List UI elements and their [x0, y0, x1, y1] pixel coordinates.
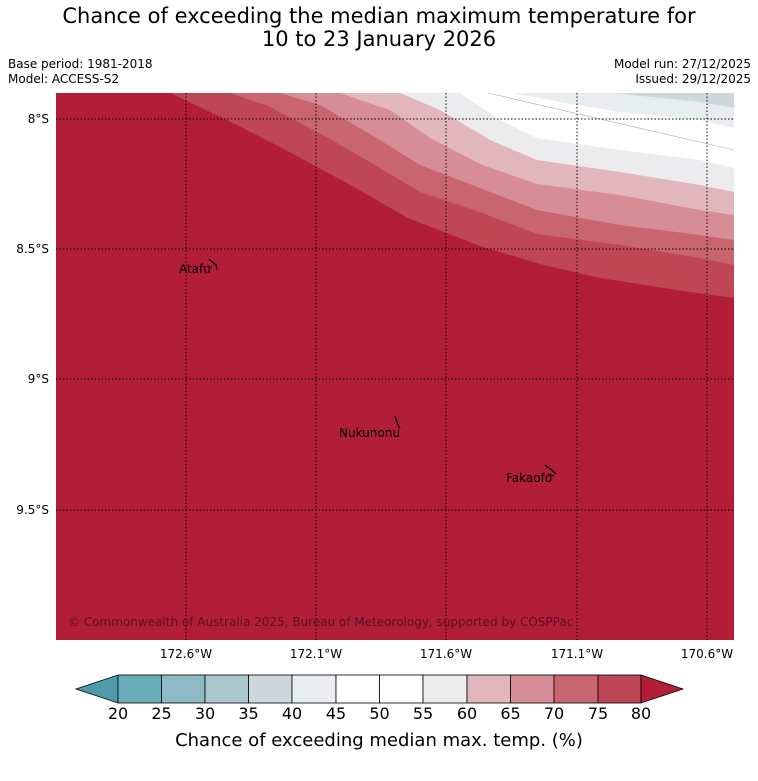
nukunonu-coastline: [394, 415, 401, 430]
colorbar-tick: 75: [587, 704, 609, 723]
colorbar-seg-35-40: [248, 674, 293, 704]
band-45-50: [512, 93, 734, 128]
lat-label-9-5s: 9.5°S: [16, 503, 49, 517]
colorbar-tick: 30: [194, 704, 216, 723]
colorbar-tick: 45: [325, 704, 347, 723]
map-title: Chance of exceeding the median maximum t…: [0, 5, 758, 51]
model-name: Model: ACCESS-S2: [8, 72, 120, 86]
lat-label-8-5s: 8.5°S: [16, 242, 49, 256]
lon-label-172-1w: 172.1°W: [289, 647, 343, 661]
lat-label-8s: 8°S: [27, 112, 49, 126]
place-label-atafu: Atafu: [179, 262, 211, 276]
colorbar-tick: 55: [412, 704, 434, 723]
colorbar-seg-30-35: [204, 674, 249, 704]
colorbar-tick: 50: [369, 704, 390, 723]
lon-label-170-6w: 170.6°W: [680, 647, 734, 661]
colorbar-seg-70-75: [553, 674, 599, 704]
colorbar-under-arrow: [74, 674, 119, 704]
colorbar-tick: 65: [500, 704, 521, 723]
colorbar: [74, 674, 685, 704]
contour-line: [487, 92, 735, 151]
title-line-1: Chance of exceeding the median maximum t…: [62, 4, 696, 28]
colorbar-tick: 25: [151, 704, 172, 723]
colorbar-seg-45-50: [335, 674, 380, 704]
lat-label-9s: 9°S: [27, 372, 49, 386]
lon-label-171-1w: 171.1°W: [550, 647, 604, 661]
colorbar-over-arrow: [640, 674, 685, 704]
lon-label-171-6w: 171.6°W: [419, 647, 473, 661]
place-label-nukunonu: Nukunonu: [339, 426, 400, 440]
colorbar-seg-65-70: [510, 674, 555, 704]
colorbar-seg-25-30: [161, 674, 206, 704]
colorbar-tick: 20: [107, 704, 129, 723]
colorbar-tick: 80: [630, 704, 652, 723]
colorbar-seg-55-60: [422, 674, 468, 704]
colorbar-tick: 40: [281, 704, 303, 723]
colorbar-seg-40-45: [291, 674, 337, 704]
colorbar-tick: 60: [456, 704, 478, 723]
meta-left: Base period: 1981-2018 Model: ACCESS-S2: [8, 57, 153, 87]
copyright-notice: © Commonwealth of Australia 2025, Bureau…: [68, 615, 574, 629]
colorbar-tick: 35: [238, 704, 259, 723]
colorbar-seg-50-55: [379, 674, 424, 704]
colorbar-seg-60-65: [466, 674, 511, 704]
meta-right: Model run: 27/12/2025 Issued: 29/12/2025: [614, 57, 751, 87]
colorbar-tick: 70: [543, 704, 565, 723]
atafu-coastline: [206, 258, 218, 271]
title-line-2: 10 to 23 January 2026: [261, 27, 497, 51]
place-label-fakaofo: Fakaofo: [506, 471, 553, 485]
colorbar-seg-75-80: [597, 674, 642, 704]
base-period: Base period: 1981-2018: [8, 57, 153, 71]
grid-lines: [56, 93, 734, 640]
band-40-45: [614, 93, 734, 108]
colorbar-seg-20-25: [117, 674, 162, 704]
issued-date: Issued: 29/12/2025: [635, 72, 751, 86]
model-run: Model run: 27/12/2025: [613, 57, 751, 71]
colorbar-title: Chance of exceeding median max. temp. (%…: [175, 730, 583, 751]
fakaofo-coastline: [544, 464, 557, 477]
lon-label-172-6w: 172.6°W: [159, 647, 213, 661]
